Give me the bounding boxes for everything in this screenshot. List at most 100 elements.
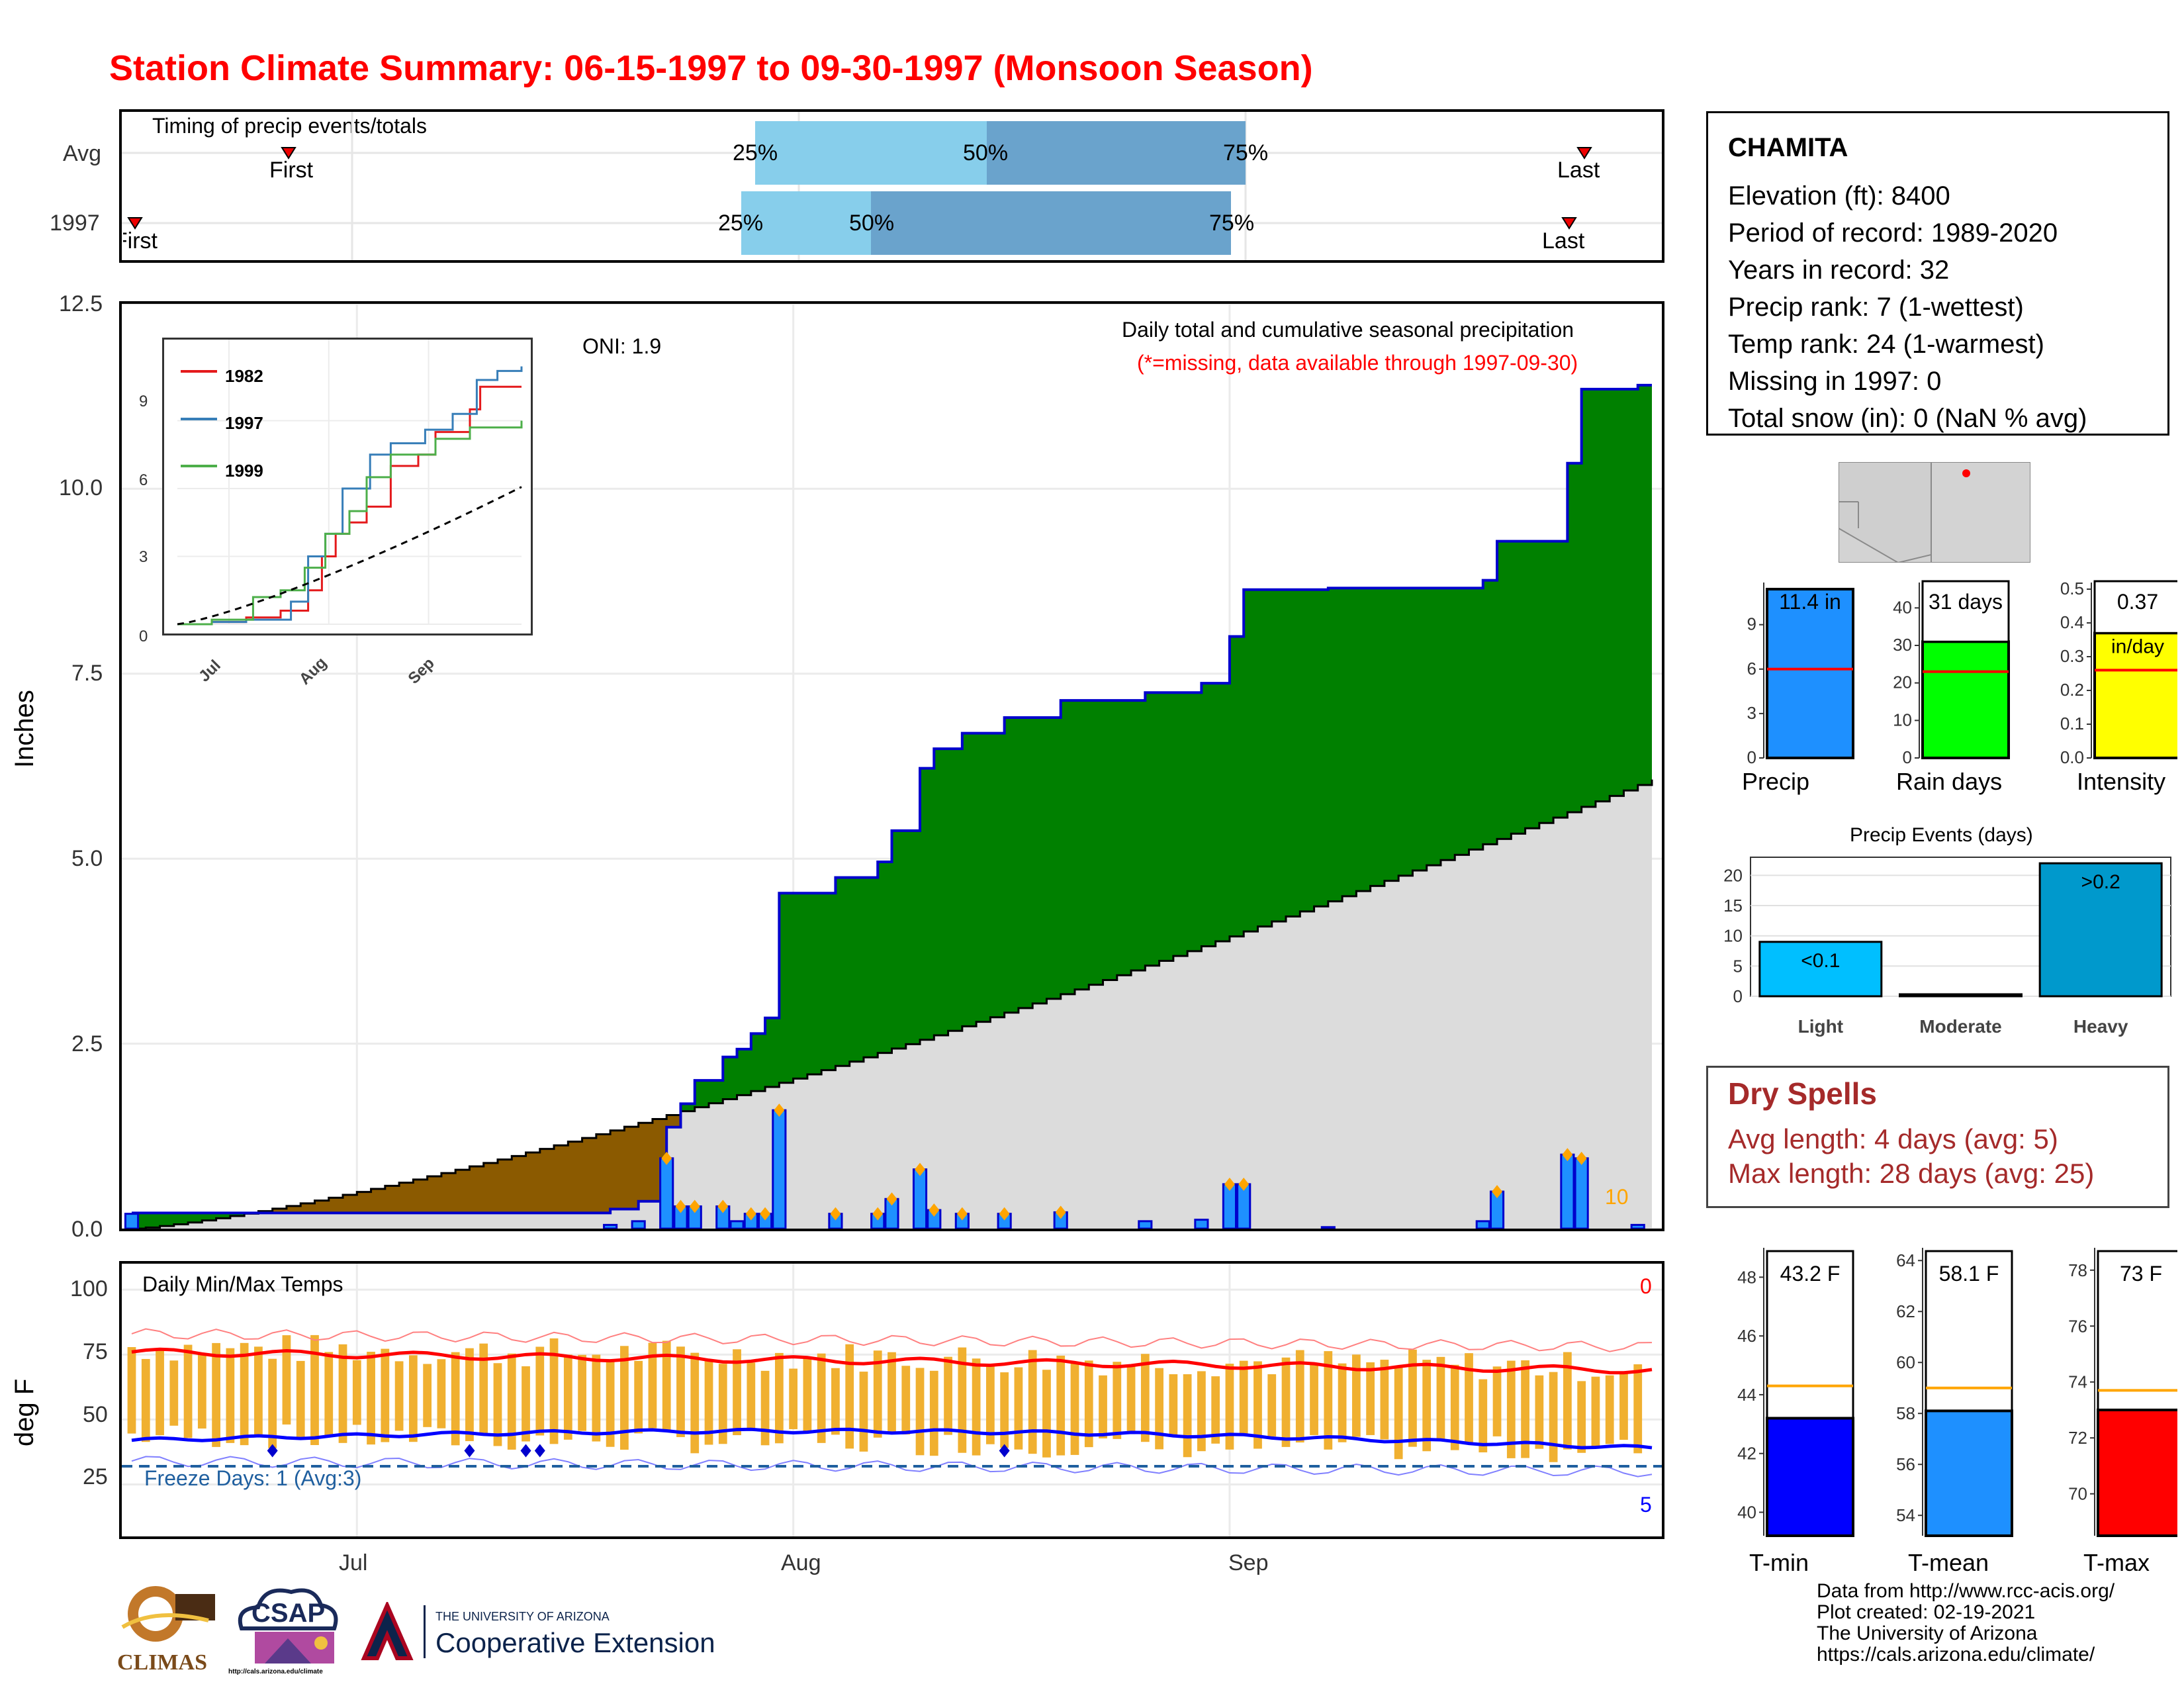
tsum-tick: 78 bbox=[2068, 1260, 2087, 1280]
daily-precip-bar bbox=[1236, 1183, 1251, 1229]
y1997-p75-label: 75% bbox=[1209, 211, 1255, 236]
temp-ytick-75: 75 bbox=[83, 1339, 108, 1364]
daily-temp-bar bbox=[873, 1350, 882, 1438]
inset-legend-1999: 1999 bbox=[225, 461, 263, 481]
tsum-tick: 42 bbox=[1737, 1444, 1756, 1464]
events-category: Moderate bbox=[1919, 1016, 2001, 1037]
daily-temp-bar bbox=[1577, 1381, 1586, 1453]
daily-temp-bar bbox=[1084, 1360, 1093, 1448]
daily-temp-bar bbox=[423, 1364, 432, 1427]
dry-spells-title: Dry Spells bbox=[1728, 1076, 1877, 1111]
daily-temp-bar bbox=[1183, 1374, 1192, 1458]
timing-chart bbox=[122, 112, 1662, 260]
daily-temp-bar bbox=[704, 1360, 713, 1445]
daily-temp-bar bbox=[1338, 1363, 1347, 1442]
footer-source: Data from http://www.rcc-acis.org/ bbox=[1817, 1580, 2115, 1602]
daily-temp-bar bbox=[1351, 1354, 1361, 1437]
daily-temp-bar bbox=[592, 1354, 601, 1442]
summary-bar-intensity bbox=[2093, 632, 2177, 759]
daily-temp-bar bbox=[451, 1352, 460, 1446]
daily-temp-bar bbox=[1042, 1370, 1051, 1458]
y1997-p25-label: 25% bbox=[718, 211, 764, 236]
daily-temp-bar bbox=[367, 1352, 375, 1445]
daily-temp-bar bbox=[634, 1360, 643, 1434]
above-average-area bbox=[132, 385, 1652, 1229]
daily-temp-bar bbox=[324, 1352, 334, 1436]
summary-value-box-intensity bbox=[2093, 580, 2177, 634]
heavy-day-marker bbox=[1238, 1177, 1250, 1191]
heavy-day-marker bbox=[1562, 1148, 1573, 1162]
daily-temp-bar bbox=[887, 1352, 896, 1434]
daily-temp-bar bbox=[1324, 1351, 1333, 1450]
daily-temp-bar bbox=[183, 1344, 193, 1438]
daily-temp-bar bbox=[1450, 1364, 1459, 1450]
xtick-aug: Aug bbox=[781, 1550, 821, 1575]
heavy-day-marker bbox=[830, 1207, 841, 1221]
daily-temp-bar bbox=[1591, 1376, 1600, 1446]
daily-temp-bar bbox=[1380, 1360, 1389, 1440]
tsum-bar-tmax bbox=[2097, 1408, 2177, 1537]
y1997-25-50-bar bbox=[741, 191, 871, 255]
summary-tick: 40 bbox=[1893, 597, 1912, 617]
avg-p25-label: 25% bbox=[733, 140, 778, 165]
locator-map bbox=[1839, 462, 2030, 563]
events-tick: 0 bbox=[1733, 986, 1743, 1006]
daily-temp-bar bbox=[648, 1342, 657, 1429]
heavy-day-marker bbox=[872, 1207, 884, 1221]
temp-ytick-100: 100 bbox=[70, 1276, 108, 1301]
tmean-label: T-mean bbox=[1908, 1549, 1989, 1576]
daily-temp-bar bbox=[1492, 1366, 1502, 1436]
daily-temp-bar bbox=[1028, 1350, 1037, 1454]
daily-temp-bar bbox=[1366, 1362, 1375, 1435]
y1997-first-marker bbox=[127, 217, 143, 230]
daily-precip-bar bbox=[124, 1213, 140, 1229]
average-max-line bbox=[131, 1347, 1653, 1375]
daily-temp-bar bbox=[1000, 1372, 1009, 1448]
record-low-marker bbox=[999, 1444, 1010, 1458]
daily-temp-bar bbox=[522, 1366, 530, 1442]
precip-ytick-1: 2.5 bbox=[71, 1031, 103, 1056]
tmin-label: T-min bbox=[1749, 1549, 1809, 1576]
summary-tick: 0.0 bbox=[2060, 747, 2084, 767]
precip-ytick-4: 10.0 bbox=[59, 475, 103, 500]
temp-count-min: 5 bbox=[1640, 1493, 1652, 1517]
tsum-tick: 48 bbox=[1737, 1267, 1756, 1287]
station-location-dot bbox=[1962, 469, 1970, 477]
summary-unit-intensity: in/day bbox=[2111, 635, 2164, 657]
heavy-day-marker bbox=[717, 1199, 729, 1213]
daily-temp-bar bbox=[268, 1358, 277, 1448]
station-years: Years in record: 32 bbox=[1728, 256, 1950, 285]
tsum-tick: 46 bbox=[1737, 1326, 1756, 1346]
daily-temp-bar bbox=[1155, 1368, 1163, 1450]
csap-logo: CSAP http://cals.arizona.edu/climate bbox=[228, 1582, 344, 1681]
daily-temp-bar bbox=[929, 1370, 938, 1456]
tsum-tick: 76 bbox=[2068, 1316, 2087, 1336]
inset-ytick-0: 0 bbox=[139, 628, 148, 645]
intensity-summary-label: Intensity bbox=[2077, 768, 2166, 795]
summary-tick: 0.1 bbox=[2060, 714, 2084, 733]
precip-ytick-3: 7.5 bbox=[71, 661, 103, 686]
daily-temp-bar bbox=[1197, 1371, 1206, 1452]
tsum-bar-tmean bbox=[1925, 1409, 2013, 1537]
tsum-value-tmean: 58.1 F bbox=[1939, 1262, 1999, 1286]
events-tick: 5 bbox=[1733, 956, 1743, 976]
heavy-day-marker bbox=[745, 1207, 756, 1221]
daily-temp-bar bbox=[212, 1342, 220, 1447]
tsum-tick: 72 bbox=[2068, 1428, 2087, 1448]
temp-summary-bars: 40 42 44 46 48 43.2 F 54 56 58 60 62 64 58.1 F 70 72 74… bbox=[1737, 1248, 2177, 1537]
daily-temp-bar bbox=[620, 1346, 629, 1450]
footer-url: https://cals.arizona.edu/climate/ bbox=[1817, 1644, 2095, 1665]
y1997-last-label: Last bbox=[1542, 228, 1585, 254]
ua-logo: THE UNIVERSITY OF ARIZONA Cooperative Ex… bbox=[357, 1602, 741, 1668]
avg-last-label: Last bbox=[1557, 158, 1600, 183]
daily-temp-bar bbox=[1014, 1367, 1023, 1450]
daily-temp-bar bbox=[254, 1346, 263, 1437]
precip-ytick-5: 12.5 bbox=[59, 291, 103, 316]
daily-temp-bar bbox=[1140, 1354, 1150, 1442]
heavy-day-marker bbox=[929, 1203, 940, 1217]
average-min-line bbox=[131, 1427, 1653, 1450]
daily-temp-bar bbox=[226, 1348, 235, 1443]
daily-temp-bar bbox=[578, 1354, 586, 1431]
oni-label: ONI: 1.9 bbox=[582, 334, 662, 358]
daily-precip-bar bbox=[1194, 1219, 1209, 1229]
